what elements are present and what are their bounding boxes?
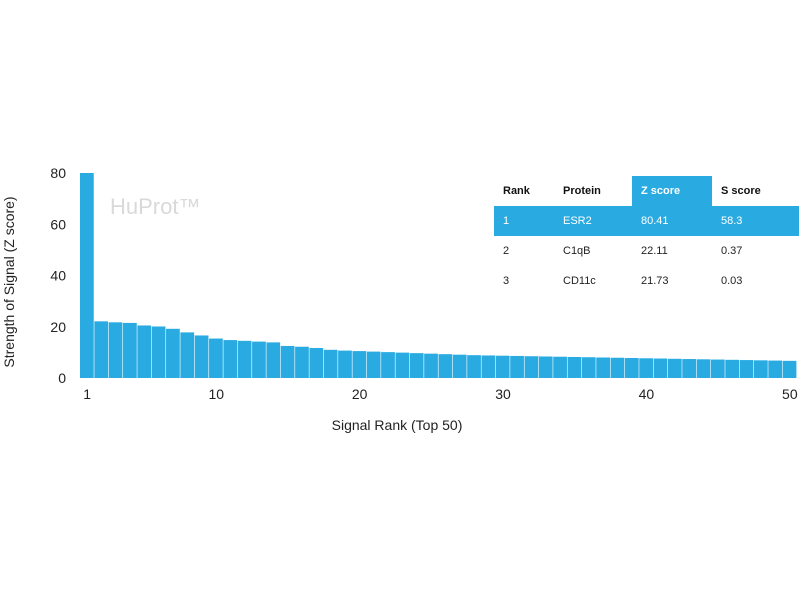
bar-rank-39 — [624, 358, 639, 378]
bar-rank-2 — [94, 321, 109, 378]
bar-rank-8 — [180, 332, 195, 378]
bar-rank-38 — [610, 357, 625, 378]
bar-rank-47 — [739, 360, 754, 378]
bars-group — [80, 173, 797, 378]
table-row: 1 ESR2 80.41 58.3 — [494, 206, 799, 236]
cell-protein: ESR2 — [554, 206, 632, 236]
bar-rank-28 — [467, 355, 481, 378]
bar-rank-17 — [309, 348, 324, 378]
table-row: 2 C1qB 22.11 0.37 — [494, 236, 799, 266]
y-tick-label: 60 — [50, 216, 66, 232]
bar-rank-3 — [108, 322, 123, 378]
header-s-score: S score — [721, 185, 761, 197]
x-tick-label: 30 — [495, 386, 511, 402]
header-rank: Rank — [503, 185, 530, 197]
cell-z-score: 22.11 — [641, 245, 668, 257]
x-axis-title: Signal Rank (Top 50) — [332, 417, 463, 433]
bar-rank-24 — [409, 353, 424, 378]
bar-rank-32 — [524, 356, 539, 378]
bar-rank-33 — [538, 356, 553, 378]
header-z-score: Z score — [632, 176, 712, 206]
cell-protein: CD11c — [563, 275, 596, 287]
bar-rank-48 — [753, 360, 768, 378]
cell-rank: 2 — [503, 245, 510, 257]
y-tick-label: 40 — [50, 268, 66, 284]
bar-rank-19 — [338, 350, 352, 378]
score-table: Rank Protein Z score S score 1 ESR2 80.4… — [494, 176, 799, 296]
x-tick-label: 10 — [208, 386, 224, 402]
bar-rank-46 — [725, 359, 740, 378]
watermark-huprot: HuProt™ — [110, 194, 200, 219]
bar-rank-14 — [266, 342, 281, 378]
bar-rank-16 — [295, 346, 309, 378]
bar-rank-29 — [481, 355, 496, 378]
bar-rank-43 — [682, 359, 697, 378]
bar-rank-27 — [452, 354, 467, 378]
cell-z-score: 80.41 — [632, 206, 712, 236]
bar-rank-50 — [782, 360, 797, 378]
bar-rank-7 — [166, 328, 180, 378]
bar-rank-36 — [581, 357, 596, 378]
bar-rank-6 — [151, 326, 166, 378]
bar-rank-11 — [223, 340, 238, 378]
bar-rank-35 — [567, 356, 582, 378]
bar-rank-10 — [209, 338, 223, 378]
bar-rank-42 — [667, 358, 682, 378]
y-tick-label: 0 — [58, 370, 66, 386]
cell-s-score: 0.37 — [721, 245, 743, 257]
cell-s-score: 0.03 — [721, 275, 743, 287]
bar-rank-21 — [366, 351, 381, 378]
cell-z-score: 21.73 — [641, 275, 669, 287]
y-tick-label: 80 — [50, 165, 66, 181]
bar-rank-34 — [553, 356, 567, 378]
bar-rank-20 — [352, 351, 367, 378]
table-header-row: Rank Protein Z score S score — [494, 176, 799, 206]
bar-rank-25 — [424, 353, 438, 378]
bar-rank-44 — [696, 359, 711, 378]
x-tick-label: 1 — [83, 386, 91, 402]
x-tick-label: 50 — [782, 386, 798, 402]
bar-rank-41 — [653, 358, 668, 378]
bar-rank-9 — [194, 335, 209, 378]
bar-rank-49 — [768, 360, 783, 378]
bar-rank-37 — [596, 357, 610, 378]
table-row: 3 CD11c 21.73 0.03 — [494, 266, 799, 296]
x-tick-label: 40 — [639, 386, 655, 402]
bar-rank-22 — [381, 352, 395, 378]
x-tick-label: 20 — [352, 386, 368, 402]
bar-rank-18 — [323, 349, 338, 378]
y-axis-title: Strength of Signal (Z score) — [1, 196, 17, 367]
bar-rank-31 — [510, 355, 524, 378]
bar-rank-13 — [252, 341, 266, 378]
bar-rank-30 — [495, 355, 510, 378]
bar-rank-23 — [395, 352, 410, 378]
bar-rank-45 — [710, 359, 725, 378]
bar-rank-4 — [123, 322, 137, 378]
y-ticks: 0 20 40 60 80 — [50, 165, 66, 386]
header-protein: Protein — [563, 185, 601, 197]
y-tick-label: 20 — [50, 319, 66, 335]
cell-rank: 1 — [494, 206, 554, 236]
x-ticks: 1 10 20 30 40 50 — [83, 386, 798, 402]
bar-rank-12 — [237, 340, 252, 378]
cell-s-score: 58.3 — [712, 206, 799, 236]
cell-protein: C1qB — [563, 245, 591, 257]
cell-rank: 3 — [503, 275, 510, 287]
bar-rank-15 — [280, 345, 295, 378]
bar-rank-1 — [80, 173, 94, 378]
bar-rank-26 — [438, 354, 453, 378]
bar-rank-5 — [137, 325, 152, 378]
bar-rank-40 — [639, 358, 653, 378]
